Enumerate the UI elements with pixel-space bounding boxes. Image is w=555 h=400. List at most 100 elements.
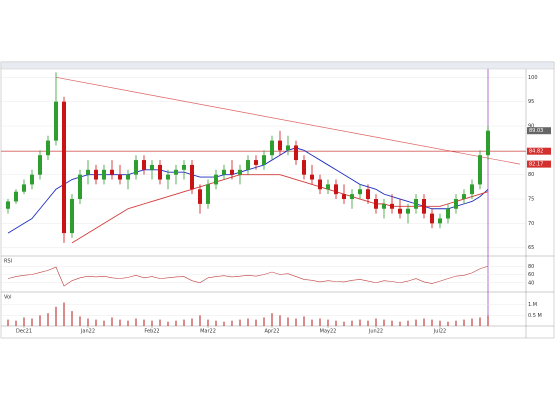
- volume-bar: [271, 313, 273, 326]
- candle-body: [6, 201, 10, 209]
- volume-bar: [255, 319, 257, 326]
- candle-body: [78, 174, 82, 200]
- y-tick-label: 65: [528, 245, 534, 251]
- volume-bar: [423, 318, 425, 326]
- volume-bar: [95, 319, 97, 326]
- candle-body: [94, 169, 98, 180]
- volume-bar: [31, 318, 33, 326]
- volume-bar: [39, 315, 41, 326]
- x-tick-label: Jun22: [368, 329, 383, 335]
- candle-body: [102, 169, 106, 180]
- volume-bar: [431, 319, 433, 326]
- volume-bar: [215, 320, 217, 326]
- volume-bar: [303, 316, 305, 326]
- volume-bar: [119, 319, 121, 326]
- volume-bar: [71, 311, 73, 326]
- volume-bar: [415, 319, 417, 326]
- candle-body: [198, 189, 202, 204]
- x-tick-label: Jan22: [80, 329, 95, 335]
- candle-body: [446, 208, 450, 219]
- volume-bar: [47, 313, 49, 326]
- volume-bar: [223, 321, 225, 326]
- candle-body: [334, 184, 338, 195]
- candle-body: [374, 199, 378, 209]
- candle-body: [174, 169, 178, 175]
- volume-bar: [87, 318, 89, 326]
- volume-bar: [343, 321, 345, 326]
- candle-body: [422, 199, 426, 214]
- candle-body: [318, 179, 322, 190]
- candle-body: [350, 194, 354, 200]
- volume-bar: [199, 315, 201, 326]
- volume-bar: [463, 319, 465, 326]
- candle-body: [190, 164, 194, 190]
- x-tick-label: Feb22: [144, 329, 159, 335]
- volume-bar: [7, 319, 9, 326]
- candle-body: [30, 174, 34, 185]
- volume-bar: [287, 317, 289, 326]
- volume-bar: [135, 318, 137, 326]
- volume-bar: [167, 321, 169, 326]
- chart-frame: [0, 61, 555, 339]
- volume-bar: [247, 318, 249, 326]
- candle-body: [46, 140, 50, 156]
- volume-bar: [471, 318, 473, 326]
- candle-body: [462, 194, 466, 200]
- moving-average: [71, 174, 489, 244]
- candle-body: [22, 184, 26, 192]
- volume-bar: [175, 320, 177, 326]
- candle-body: [390, 203, 394, 209]
- candle-body: [486, 130, 490, 156]
- y-tick-label: 40: [528, 280, 534, 286]
- candle-body: [294, 145, 298, 161]
- volume-bar: [15, 320, 17, 326]
- x-tick-label: May22: [320, 329, 337, 335]
- y-tick-label: 75: [528, 197, 534, 203]
- candle-body: [366, 189, 370, 200]
- volume-bar: [359, 319, 361, 326]
- candle-body: [414, 199, 418, 209]
- candle-body: [454, 199, 458, 209]
- volume-bar: [327, 319, 329, 326]
- candle-body: [358, 189, 362, 195]
- candle-body: [470, 184, 474, 195]
- candle-body: [270, 140, 274, 156]
- candle-body: [278, 140, 282, 151]
- candle-body: [286, 145, 290, 151]
- volume-bar: [151, 320, 153, 326]
- candle-body: [118, 174, 122, 180]
- volume-bar: [279, 315, 281, 326]
- volume-bar: [23, 317, 25, 326]
- x-tick-label: Mar22: [200, 329, 216, 335]
- volume-bar: [383, 319, 385, 326]
- volume-bar: [479, 317, 481, 326]
- candle-body: [70, 199, 74, 234]
- volume-bar: [143, 319, 145, 326]
- volume-bar: [103, 320, 105, 326]
- rsi-line: [7, 265, 489, 287]
- toolbar: [0, 61, 555, 70]
- volume-bar: [367, 320, 369, 326]
- volume-bar: [231, 320, 233, 326]
- volume-bar: [79, 316, 81, 326]
- price-label-box: [527, 127, 551, 135]
- candle-body: [54, 101, 58, 141]
- y-tick-label: 1.M: [528, 302, 537, 308]
- candle-body: [38, 155, 42, 175]
- candle-body: [134, 160, 138, 175]
- candle-body: [166, 174, 170, 180]
- candle-body: [438, 218, 442, 224]
- volume-bar: [351, 320, 353, 326]
- price-label: 82.17: [529, 162, 543, 168]
- candle-body: [62, 101, 66, 234]
- candle-body: [14, 191, 18, 202]
- volume-bar: [391, 320, 393, 326]
- volume-bar: [335, 320, 337, 326]
- candle-body: [86, 169, 90, 175]
- volume-bar: [487, 315, 489, 326]
- candle-body: [310, 174, 314, 180]
- y-tick-label: 95: [528, 99, 534, 105]
- volume-bar: [263, 317, 265, 326]
- y-tick-label: 0.5 M: [528, 313, 542, 319]
